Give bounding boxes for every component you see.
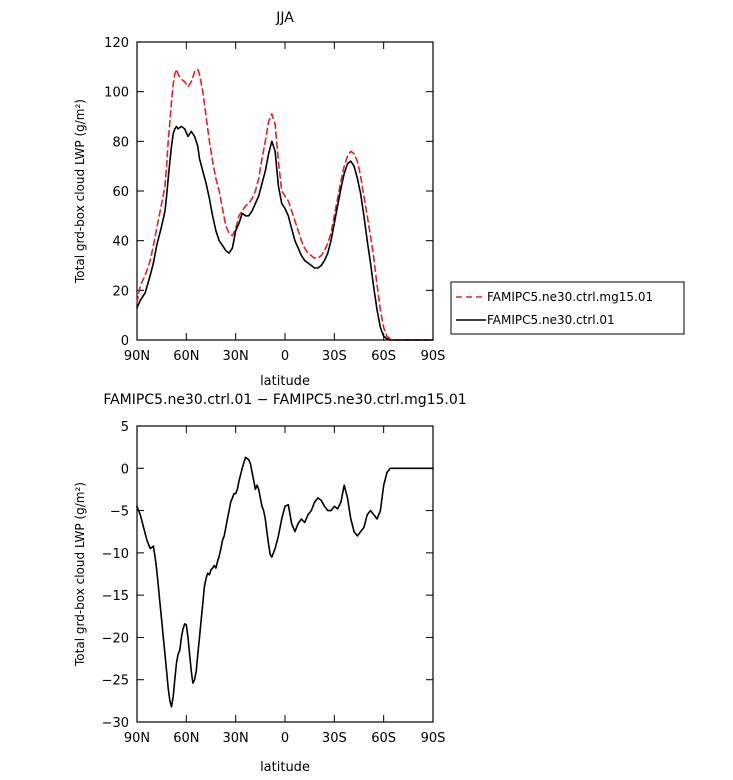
y-tick-label: 5: [121, 420, 129, 435]
x-tick-label: 0: [281, 731, 289, 746]
x-tick-label: 0: [281, 349, 289, 364]
x-tick-label: 60S: [371, 731, 396, 746]
y-tick-label: 40: [112, 235, 129, 250]
y-tick-label: −10: [102, 547, 129, 562]
lwp-chart: JJA 90N 60N 30N 0 30S 60S 90S 020406080100120 …: [73, 10, 445, 389]
y-axis: −30 −25 −20 −15 −10 −5 0 5: [102, 420, 433, 731]
x-tick-label: 60N: [173, 349, 199, 364]
y-tick-label: 60: [112, 185, 129, 200]
x-axis-label: latitude: [260, 760, 310, 775]
x-tick-label: 90N: [124, 349, 150, 364]
x-tick-label: 90S: [421, 349, 446, 364]
series-lines: [136, 456, 434, 708]
plot-frame: [136, 41, 434, 341]
lwp-difference-chart: FAMIPC5.ne30.ctrl.01 − FAMIPC5.ne30.ctrl…: [73, 392, 467, 775]
y-tick-label: 20: [112, 284, 129, 299]
series-line-1: [136, 68, 434, 341]
x-axis: 90N 60N 30N 0 30S 60S 90S: [124, 42, 446, 364]
y-axis-label: Total grd-box cloud LWP (g/m²): [73, 482, 87, 667]
chart-title: FAMIPC5.ne30.ctrl.01 − FAMIPC5.ne30.ctrl…: [103, 392, 466, 408]
x-tick-label: 60N: [173, 731, 199, 746]
y-tick-label: 80: [112, 135, 129, 150]
legend-label-mg15: FAMIPC5.ne30.ctrl.mg15.01: [487, 290, 653, 304]
x-tick-label: 90S: [421, 731, 446, 746]
legend-label-ctrl: FAMIPC5.ne30.ctrl.01: [487, 313, 615, 327]
x-tick-label: 60S: [371, 349, 396, 364]
y-tick-label: 100: [104, 86, 129, 101]
x-tick-label: 30S: [322, 731, 347, 746]
y-tick-label: −20: [102, 631, 129, 646]
y-tick-label: −5: [110, 505, 129, 520]
y-tick-label: 0: [121, 462, 129, 477]
y-tick-label: −25: [102, 674, 129, 689]
y-axis: 0 20 40 60 80 100 120: [104, 36, 433, 349]
y-axis-label: Total grd-box cloud LWP (g/m²): [73, 99, 87, 284]
legend-box: [450, 281, 685, 335]
y-tick-label: −15: [102, 589, 129, 604]
y-tick-label: 120: [104, 36, 129, 51]
x-tick-label: 30N: [223, 349, 249, 364]
series-lines: [136, 68, 434, 341]
series-line-1: [136, 456, 434, 708]
x-tick-label: 90N: [124, 731, 150, 746]
x-axis: 90N 60N 30N 0 30S 60S 90S: [124, 426, 446, 746]
legend: FAMIPC5.ne30.ctrl.mg15.01 FAMIPC5.ne30.c…: [450, 281, 685, 335]
x-tick-label: 30N: [223, 731, 249, 746]
y-tick-label: 0: [121, 334, 129, 349]
x-tick-label: 30S: [322, 349, 347, 364]
chart-title: JJA: [275, 10, 294, 26]
x-axis-label: latitude: [260, 374, 310, 389]
series-line-2: [136, 125, 434, 341]
y-tick-label: −30: [102, 716, 129, 731]
